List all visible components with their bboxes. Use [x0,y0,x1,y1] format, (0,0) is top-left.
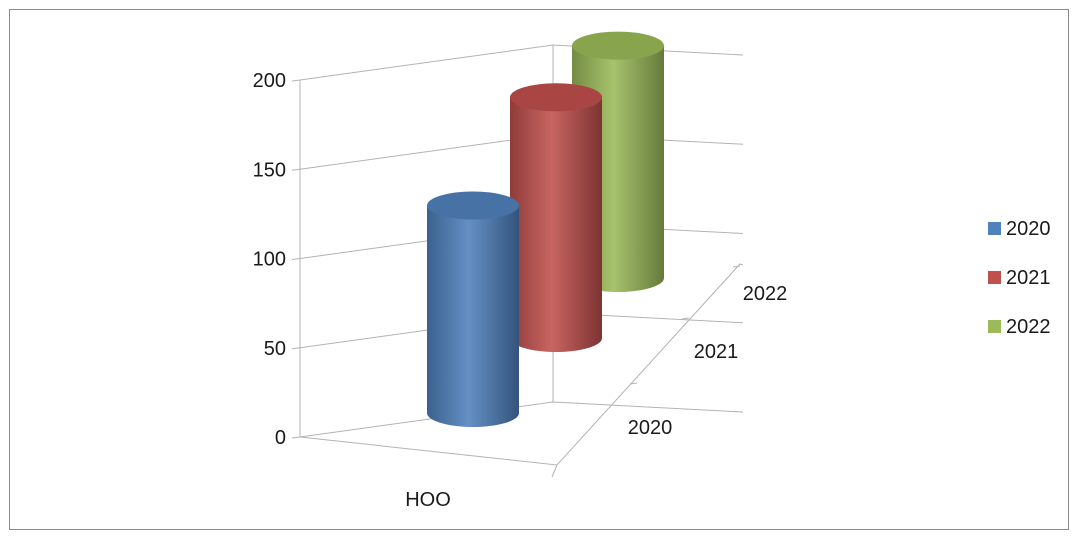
y-tick-mark [291,258,301,260]
depth-tick-label: 2020 [628,417,673,439]
depth-tick-mark [681,317,690,320]
y-tick-label: 200 [253,70,286,92]
cylinder-top [572,31,664,60]
legend-label: 2020 [1006,218,1051,240]
cylinder-body [427,205,519,427]
x-tick-mark [551,464,558,478]
depth-tick-mark [732,265,741,268]
depth-tick-label: 2022 [743,283,788,305]
legend-item-2020: 2020 [988,218,1051,240]
y-tick-label: 100 [253,249,286,271]
y-tick-mark [291,347,301,350]
legend-label: 2021 [1006,267,1051,289]
bar-2021 [510,83,602,352]
legend-swatch [988,320,1001,333]
depth-tick-label: 2021 [694,341,739,363]
legend-swatch [988,222,1001,235]
x-category-label: HOO [405,489,451,511]
legend: 2020 2021 2022 [988,218,1051,338]
chart-bars [427,31,664,427]
legend-swatch [988,271,1001,284]
x-axis-category: HOO [405,464,558,511]
y-tick-label: 0 [275,427,286,449]
gridline [299,44,744,81]
floor-edge [299,263,744,466]
y-tick-label: 150 [253,159,286,181]
y-tick-label: 50 [264,338,286,360]
cylinder-body [510,97,602,352]
y-tick-mark [291,79,301,82]
cylinder-top [510,83,602,112]
legend-label: 2022 [1006,316,1051,338]
depth-tick-mark [629,382,638,385]
cylinder-top [427,191,519,220]
y-tick-mark [291,436,301,439]
depth-axis-ticks: 2020 2021 2022 [628,265,788,439]
legend-item-2022: 2022 [988,316,1051,338]
gridline [299,401,744,438]
bar-2020 [427,191,519,427]
y-axis-ticks: 0 50 100 150 200 [253,70,301,449]
y-tick-mark [291,168,301,171]
legend-item-2021: 2021 [988,267,1051,289]
